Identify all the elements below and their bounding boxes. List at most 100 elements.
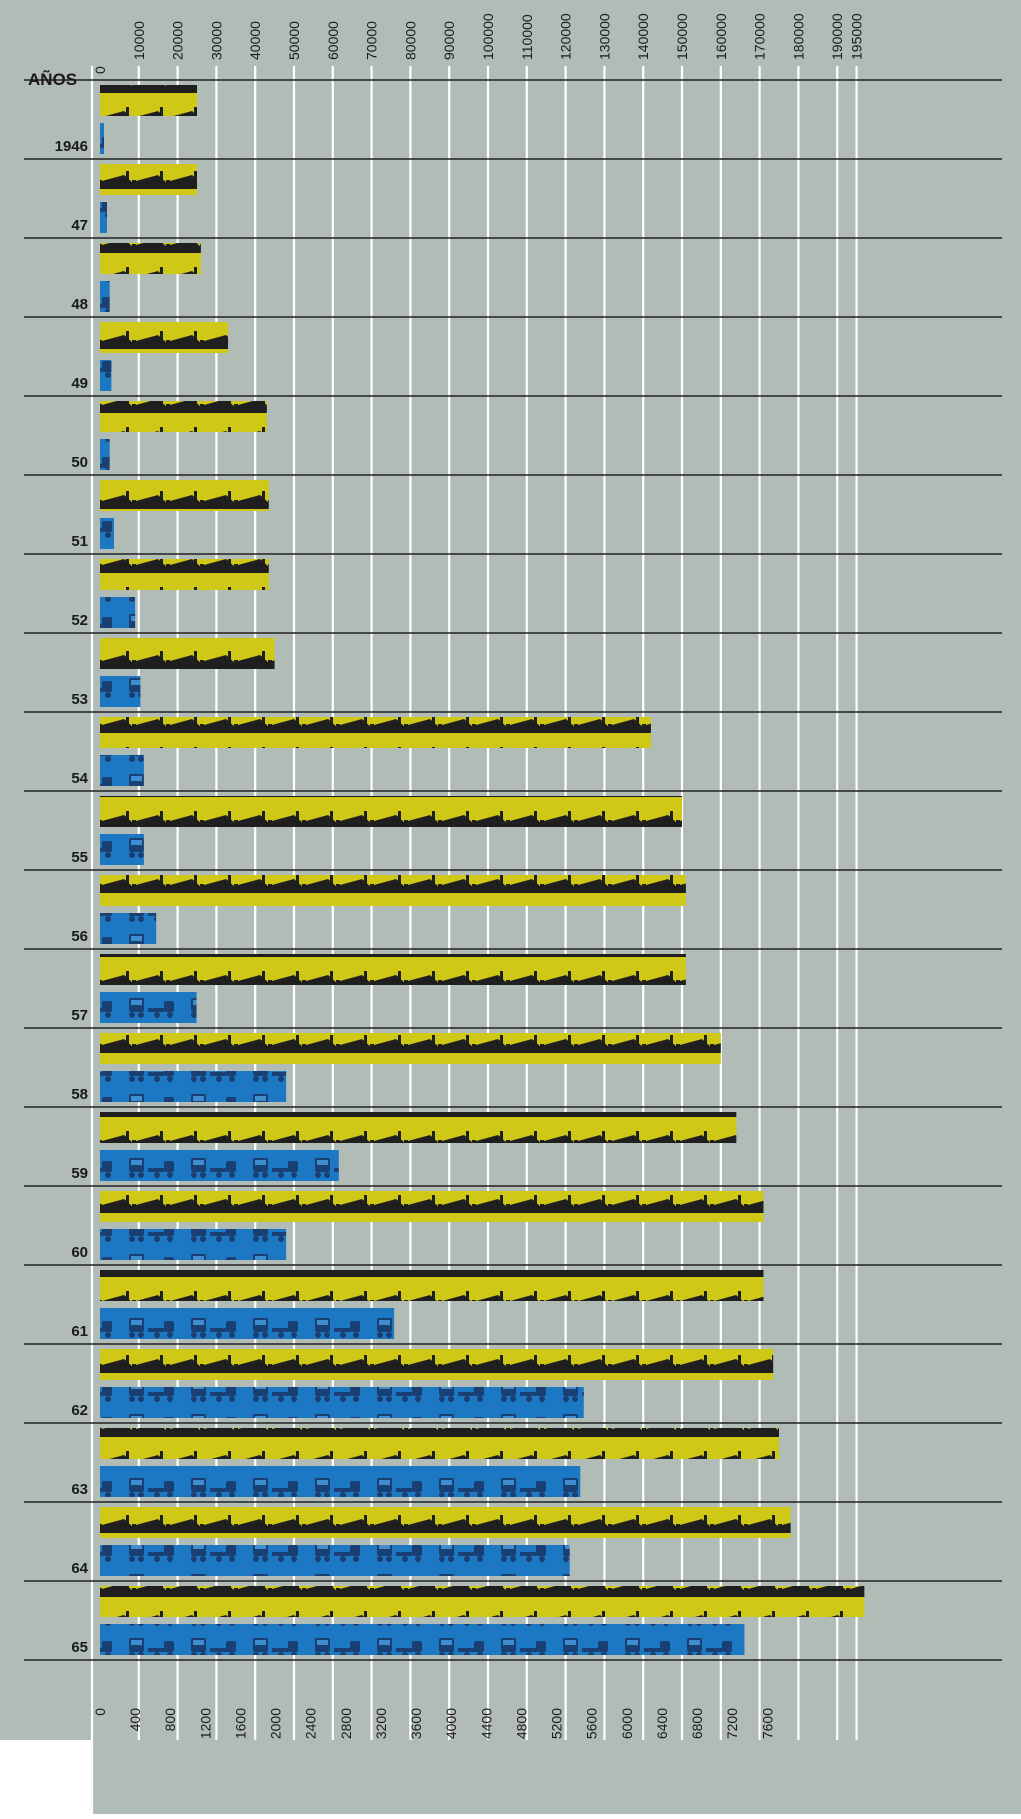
- year-label: 50: [71, 454, 88, 471]
- bar-layer: [100, 85, 865, 1655]
- train-bar: [100, 1270, 764, 1301]
- top-tick-label: 190000: [829, 13, 845, 60]
- top-tick-label: 10000: [131, 21, 147, 60]
- vehicle-bar: [100, 1071, 287, 1102]
- vehicle-bar: [100, 992, 197, 1023]
- bottom-tick-label: 1200: [197, 1708, 213, 1739]
- vehicle-bar: [100, 913, 157, 944]
- vehicle-bar: [100, 1387, 584, 1418]
- bottom-tick-label: 4000: [443, 1708, 459, 1739]
- train-bar: [100, 322, 229, 353]
- bottom-tick-label: 1600: [232, 1708, 248, 1739]
- year-label: 59: [71, 1165, 88, 1182]
- vehicle-bar: [100, 281, 110, 312]
- top-tick-label: 170000: [752, 13, 768, 60]
- bottom-tick-label: 2400: [303, 1708, 319, 1739]
- bottom-tick-label: 3200: [373, 1708, 389, 1739]
- top-tick-label: 0: [92, 66, 108, 74]
- bottom-tick-label: 800: [162, 1708, 178, 1732]
- year-label: 55: [71, 849, 88, 866]
- vehicle-bar: [100, 1466, 581, 1497]
- train-bar: [100, 1507, 791, 1538]
- top-tick-label: 100000: [480, 13, 496, 60]
- train-bar: [100, 875, 686, 906]
- top-tick-label: 80000: [402, 21, 418, 60]
- train-bar: [100, 85, 197, 116]
- year-label: 62: [71, 1402, 88, 1419]
- year-label: 56: [71, 928, 88, 945]
- top-tick-label: 50000: [286, 21, 302, 60]
- top-tick-label: 110000: [519, 14, 535, 60]
- top-tick-label: 60000: [325, 21, 341, 60]
- bottom-tick-label: 7600: [759, 1708, 775, 1739]
- train-bar: [100, 480, 269, 511]
- years-header: AÑOS: [28, 69, 77, 89]
- top-tick-label: 140000: [635, 13, 651, 60]
- vehicle-bar: [100, 1545, 570, 1576]
- year-label: 63: [71, 1481, 88, 1498]
- vehicle-bar: [100, 1150, 339, 1181]
- train-bar: [100, 401, 267, 432]
- vehicle-bar: [100, 360, 112, 391]
- bottom-tick-label: 7200: [724, 1708, 740, 1739]
- top-tick-label: 120000: [558, 13, 574, 60]
- year-label: 51: [71, 533, 88, 550]
- year-label: 61: [71, 1323, 88, 1340]
- train-bar: [100, 1586, 865, 1617]
- bottom-tick-label: 5600: [584, 1708, 600, 1739]
- top-tick-label: 180000: [790, 13, 806, 60]
- top-tick-label: 195000: [849, 13, 865, 60]
- train-bar: [100, 1349, 774, 1380]
- train-bar: [100, 1428, 779, 1459]
- train-bar: [100, 954, 686, 985]
- year-label: 47: [71, 217, 88, 234]
- vehicle-bar: [100, 439, 110, 470]
- bottom-tick-label: 0: [92, 1708, 108, 1716]
- train-bar: [100, 717, 651, 748]
- train-bar: [100, 1033, 721, 1064]
- train-bar: [100, 796, 682, 827]
- train-bar: [100, 164, 197, 195]
- top-tick-label: 150000: [674, 13, 690, 60]
- top-tick-label: 20000: [170, 21, 186, 60]
- year-label: 52: [71, 612, 88, 629]
- train-bar: [100, 1112, 737, 1143]
- train-bar: [100, 1191, 764, 1222]
- year-label: 64: [71, 1560, 88, 1577]
- year-label: 60: [71, 1244, 88, 1261]
- top-tick-label: 90000: [441, 21, 457, 60]
- vehicle-bar: [100, 1229, 287, 1260]
- year-label: 58: [71, 1086, 88, 1103]
- bottom-tick-label: 6400: [654, 1708, 670, 1739]
- vehicle-bar: [100, 202, 108, 233]
- year-label: 1946: [55, 138, 88, 155]
- vehicle-bar: [100, 123, 104, 154]
- vehicle-bar: [100, 834, 144, 865]
- year-label: 53: [71, 691, 88, 708]
- year-label: 49: [71, 375, 88, 392]
- bottom-tick-label: 6800: [689, 1708, 705, 1739]
- top-tick-label: 40000: [247, 21, 263, 60]
- year-label: 57: [71, 1007, 88, 1024]
- top-tick-label: 130000: [596, 13, 612, 60]
- top-tick-label: 70000: [364, 21, 380, 60]
- vehicle-bar: [100, 1308, 395, 1339]
- bottom-tick-label: 400: [127, 1708, 143, 1732]
- vehicle-bar: [100, 597, 136, 628]
- bottom-tick-label: 4800: [513, 1708, 529, 1739]
- top-tick-label: 160000: [713, 13, 729, 60]
- train-bar: [100, 243, 201, 274]
- top-tick-label: 30000: [208, 21, 224, 60]
- bottom-tick-label: 2800: [338, 1708, 354, 1739]
- year-label: 54: [71, 770, 88, 787]
- year-label: 48: [71, 296, 88, 313]
- train-bar: [100, 559, 269, 590]
- train-bar: [100, 638, 275, 669]
- year-label: 65: [71, 1639, 88, 1656]
- bottom-tick-label: 2000: [268, 1708, 284, 1739]
- vehicle-bar: [100, 1624, 745, 1655]
- separator-layer: [24, 79, 1002, 1661]
